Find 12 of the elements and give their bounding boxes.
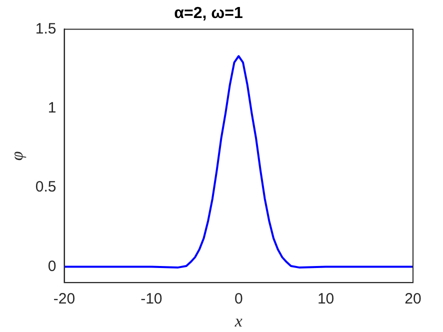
- y-tick-label: 1.5: [35, 20, 56, 38]
- x-axis-title: x: [234, 311, 243, 330]
- y-tick-label: 0.5: [35, 178, 56, 196]
- x-tick-label: 10: [317, 290, 334, 308]
- chart-title: α=2, ω=1: [174, 5, 243, 22]
- x-tick-label: 20: [404, 290, 422, 308]
- x-tick-label: -10: [140, 290, 162, 308]
- x-tick-label: 0: [234, 290, 243, 308]
- y-axis-title: φ: [8, 151, 27, 161]
- y-tick-label: 0: [48, 258, 56, 275]
- x-tick-label: -20: [53, 290, 76, 308]
- y-tick-label: 1: [48, 100, 56, 117]
